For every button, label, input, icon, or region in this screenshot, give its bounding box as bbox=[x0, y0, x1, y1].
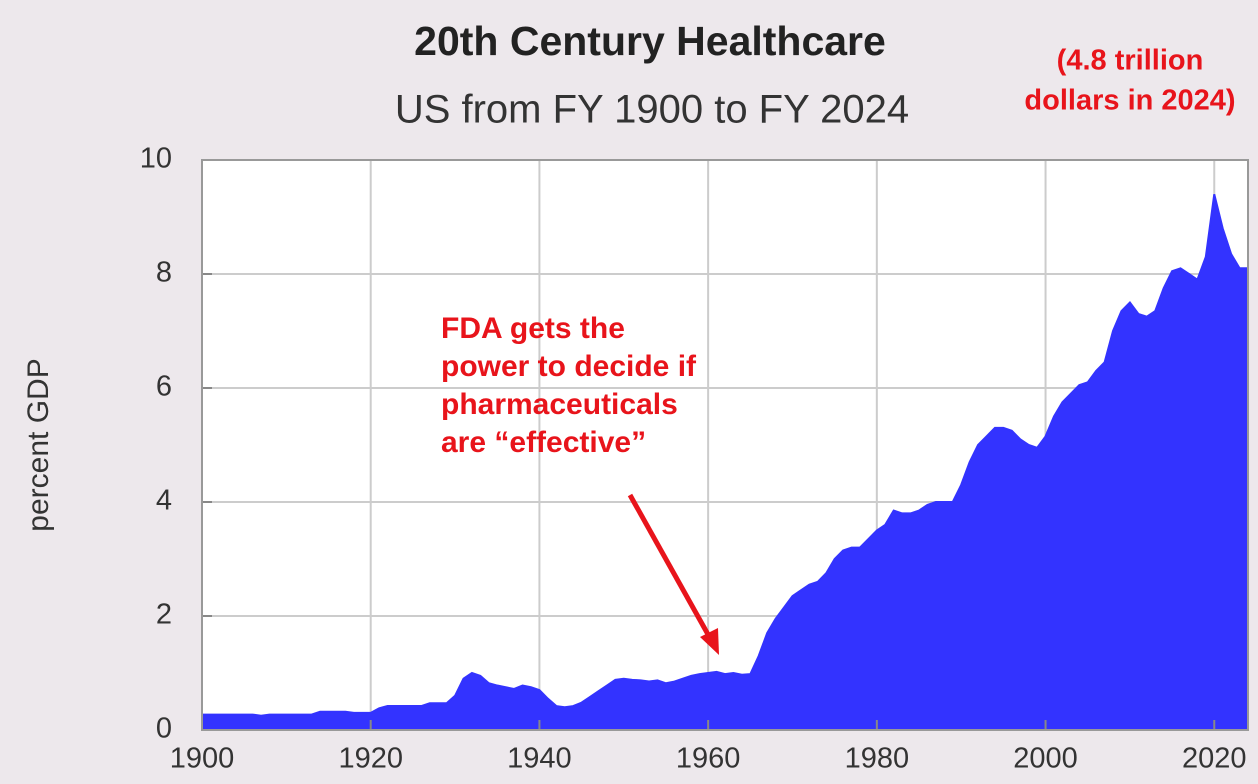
annotation-line: FDA gets the bbox=[441, 312, 625, 345]
side-note-line: (4.8 trillion bbox=[1057, 45, 1204, 77]
x-tick-label: 1920 bbox=[338, 743, 403, 775]
y-tick-label: 8 bbox=[156, 257, 172, 289]
y-tick-label: 2 bbox=[156, 599, 172, 631]
annotations: FDA gets the power to decide if pharmaceut… bbox=[441, 45, 1236, 459]
marks bbox=[202, 193, 1248, 730]
x-tick-label: 1940 bbox=[507, 743, 572, 775]
y-tick-label: 6 bbox=[156, 371, 172, 403]
x-tick-label: 1980 bbox=[845, 743, 910, 775]
area-fill bbox=[202, 194, 1248, 730]
annotation-arrow-head bbox=[700, 628, 719, 655]
x-tick-label: 2000 bbox=[1013, 743, 1078, 775]
y-tick-label: 4 bbox=[156, 485, 172, 517]
annotation-arrow-shaft bbox=[627, 493, 713, 640]
side-note-line: dollars in 2024) bbox=[1024, 85, 1235, 117]
x-tick-label: 2020 bbox=[1182, 743, 1247, 775]
annotation-line: pharmaceuticals bbox=[441, 388, 678, 421]
chart-subtitle: US from FY 1900 to FY 2024 bbox=[395, 88, 909, 132]
area-line bbox=[202, 193, 1248, 717]
chart-title: 20th Century Healthcare bbox=[414, 18, 886, 64]
annotation-line: are “effective” bbox=[441, 426, 646, 459]
y-axis-label: percent GDP bbox=[22, 358, 55, 531]
y-tick-label: 10 bbox=[140, 143, 172, 175]
plot-frame bbox=[201, 159, 1249, 731]
annotation-line: power to decide if bbox=[441, 350, 697, 383]
x-tick-label: 1960 bbox=[676, 743, 741, 775]
ticks: 0 2 4 6 8 10 1900 1920 1940 1960 1980 2000 2020 bbox=[140, 143, 1249, 775]
y-tick-label: 0 bbox=[156, 713, 172, 745]
x-tick-label: 1900 bbox=[170, 743, 235, 775]
